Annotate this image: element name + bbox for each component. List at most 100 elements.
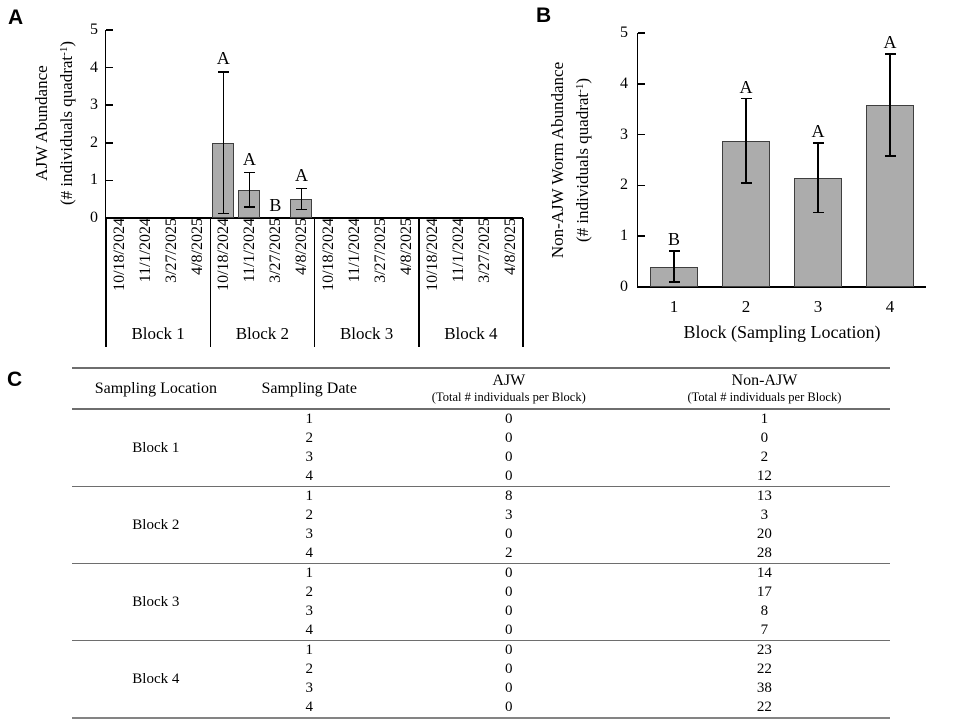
table-section-block4: Block 4 1 0 23 2 0 22 3 0 38 4 0 22 xyxy=(72,641,890,718)
b-y-tick-3 xyxy=(638,133,645,136)
b-x-tick-label-2: 2 xyxy=(741,297,751,316)
cell-sampling-date: 3 xyxy=(305,449,313,465)
cell-ajw-count: 0 xyxy=(505,468,513,484)
a-y-tick-label-4: 4 xyxy=(90,58,98,76)
table-row: 2 0 22 xyxy=(72,660,890,679)
a-errorbar-b2-d4-cap-bottom xyxy=(295,208,307,211)
table-row: 2 0 17 xyxy=(72,583,890,602)
cell-non-ajw-count: 2 xyxy=(760,449,769,465)
table-header-main: Non-AJW xyxy=(731,372,798,389)
b-errorbar-block1-cap-bottom xyxy=(668,281,680,283)
cell-ajw-count: 0 xyxy=(505,449,513,465)
a-errorbar-b2-d4-cap-top xyxy=(295,187,307,190)
b-errorbar-block4-line xyxy=(889,53,891,157)
panel-c-table: Sampling Location Sampling Date AJW (Total … xyxy=(72,367,890,719)
cell-sampling-date: 3 xyxy=(305,526,313,542)
table-header-col1: Sampling Location xyxy=(72,368,240,409)
b-x-axis-line xyxy=(636,286,926,288)
a-date-label-b1-d4: 4/8/2025 xyxy=(189,218,207,275)
b-y-tick-0 xyxy=(638,286,645,288)
a-block-divider-4 xyxy=(522,218,524,347)
a-errorbar-b2-d2-cap-bottom xyxy=(243,206,255,208)
cell-non-ajw-count: 22 xyxy=(756,661,772,677)
cell-ajw-count: 0 xyxy=(505,584,513,600)
cell-non-ajw-count: 14 xyxy=(756,565,772,581)
cell-ajw-count: 3 xyxy=(505,507,513,523)
a-x-axis-line xyxy=(104,217,523,219)
b-errorbar-block4-cap-top xyxy=(884,53,896,55)
table-row: 4 2 28 xyxy=(72,544,890,564)
a-errorbar-b2-d4-line xyxy=(300,187,303,211)
b-y-tick-2 xyxy=(638,184,645,187)
table-section-block2: Block 2 1 8 13 2 3 3 3 0 20 4 2 28 xyxy=(72,487,890,564)
a-block-label-1: Block 1 xyxy=(131,324,185,343)
cell-ajw-count: 0 xyxy=(505,411,513,427)
cell-sampling-location: Block 1 xyxy=(132,439,180,456)
b-y-axis-title: Non-AJW Worm Abundance (# individuals qua… xyxy=(546,30,594,290)
cell-sampling-date: 3 xyxy=(305,603,313,619)
a-date-label-b1-d1: 10/18/2024 xyxy=(111,218,129,291)
b-y-tick-label-5: 5 xyxy=(620,24,628,41)
cell-ajw-count: 8 xyxy=(505,488,513,504)
table-header-col3: AJW (Total # individuals per Block) xyxy=(379,368,639,409)
a-date-label-b2-d1: 10/18/2024 xyxy=(215,218,233,291)
a-y-tick-0 xyxy=(106,217,113,219)
panel-a-label: A xyxy=(8,6,24,29)
table-header-sub: (Total # individuals per Block) xyxy=(687,390,842,404)
table-row: Block 4 1 0 23 xyxy=(72,641,890,687)
a-date-label-b3-d4: 4/8/2025 xyxy=(397,218,415,275)
table-header-main: AJW xyxy=(492,372,526,389)
table-row: 3 0 2 xyxy=(72,448,890,467)
b-y-tick-label-0: 0 xyxy=(620,278,628,295)
cell-non-ajw-count: 13 xyxy=(756,488,772,504)
a-date-label-b3-d1: 10/18/2024 xyxy=(319,218,337,291)
cell-ajw-count: 0 xyxy=(505,680,513,696)
cell-non-ajw-count: 7 xyxy=(760,622,769,638)
a-block-divider-1 xyxy=(209,218,211,347)
b-y-axis-title-line1: Non-AJW Worm Abundance xyxy=(548,61,567,259)
b-errorbar-block3-cap-top xyxy=(812,142,824,144)
cell-ajw-count: 0 xyxy=(505,699,513,715)
cell-sampling-date: 4 xyxy=(305,699,313,715)
cell-ajw-count: 0 xyxy=(505,661,513,677)
b-sig-letter-block2: A xyxy=(739,76,753,97)
cell-sampling-date: 2 xyxy=(305,661,313,677)
cell-sampling-date: 4 xyxy=(305,622,313,638)
b-y-tick-label-2: 2 xyxy=(620,176,628,194)
table-row: 3 0 8 xyxy=(72,602,890,621)
cell-sampling-location: Block 4 xyxy=(132,670,180,687)
table-header-main: Sampling Date xyxy=(261,379,357,397)
b-y-tick-label-1: 1 xyxy=(620,227,628,245)
cell-non-ajw-count: 8 xyxy=(760,603,769,619)
b-y-axis-line xyxy=(636,33,638,287)
table-row: 4 0 12 xyxy=(72,467,890,487)
a-y-tick-label-0: 0 xyxy=(90,209,98,226)
cell-non-ajw-count: 12 xyxy=(756,468,772,484)
a-date-label-b4-d1: 10/18/2024 xyxy=(423,218,441,291)
a-y-tick-label-2: 2 xyxy=(90,133,98,151)
a-errorbar-b2-d1-cap-bottom xyxy=(217,212,229,215)
b-errorbar-block2-cap-bottom xyxy=(740,182,752,184)
b-x-tick-label-4: 4 xyxy=(885,297,895,316)
cell-non-ajw-count: 0 xyxy=(760,430,769,446)
b-x-axis-title: Block (Sampling Location) xyxy=(683,322,881,342)
a-y-tick-label-3: 3 xyxy=(90,96,98,114)
b-sig-letter-block3: A xyxy=(811,121,825,142)
b-errorbar-block1-line xyxy=(673,250,675,283)
a-y-tick-2 xyxy=(106,142,113,144)
a-date-label-b4-d3: 3/27/2025 xyxy=(475,218,493,283)
b-x-tick-label-1: 1 xyxy=(669,297,679,316)
table-header-col4: Non-AJW (Total # individuals per Block) xyxy=(639,368,890,409)
a-y-axis-title-line1: AJW Abundance xyxy=(32,65,51,181)
table-row: 2 3 3 xyxy=(72,506,890,525)
cell-ajw-count: 0 xyxy=(505,642,513,658)
a-y-axis-line xyxy=(104,30,106,218)
panel-c-label: C xyxy=(7,368,23,391)
a-date-label-b2-d2: 11/1/2024 xyxy=(241,218,259,283)
table-row: Block 1 1 0 1 xyxy=(72,409,890,456)
table-row: 3 0 20 xyxy=(72,525,890,544)
cell-non-ajw-count: 28 xyxy=(756,545,772,561)
a-y-axis-title-line2: (# individuals quadrat-1) xyxy=(57,40,76,206)
cell-sampling-date: 2 xyxy=(305,584,313,600)
cell-sampling-date: 1 xyxy=(305,488,313,504)
